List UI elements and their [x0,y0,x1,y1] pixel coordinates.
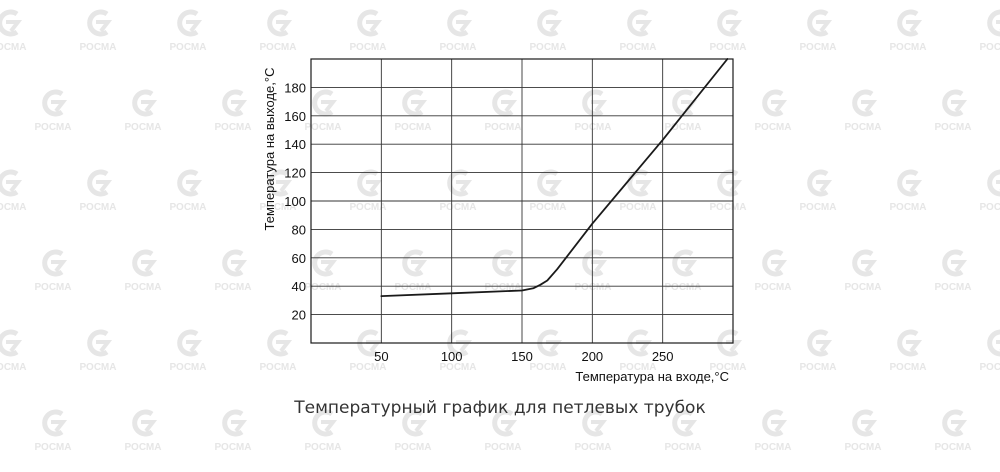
y-tick-labels: 20 40 60 80 100 120 140 160 180 [284,80,306,322]
x-tick-labels: 50 100 150 200 250 [374,349,673,364]
y-tick-label: 160 [284,109,306,124]
x-tick-label: 100 [441,349,463,364]
chart-grid [311,59,733,343]
plot-frame [310,58,734,344]
y-tick-label: 80 [292,222,306,237]
x-axis-label: Температура на входе,°C [575,369,729,384]
y-tick-label: 60 [292,251,306,266]
y-tick-label: 140 [284,137,306,152]
y-tick-label: 100 [284,194,306,209]
x-tick-label: 250 [652,349,674,364]
y-tick-label: 20 [292,308,306,323]
x-tick-label: 150 [511,349,533,364]
series-line [380,58,729,297]
y-tick-label: 40 [292,279,306,294]
x-tick-label: 200 [581,349,603,364]
y-tick-label: 120 [284,166,306,181]
y-tick-label: 180 [284,80,306,95]
figure-caption: Температурный график для петлевых трубок [294,398,706,418]
x-tick-label: 50 [374,349,388,364]
y-axis-label: Температура на выходе,°C [262,68,277,231]
